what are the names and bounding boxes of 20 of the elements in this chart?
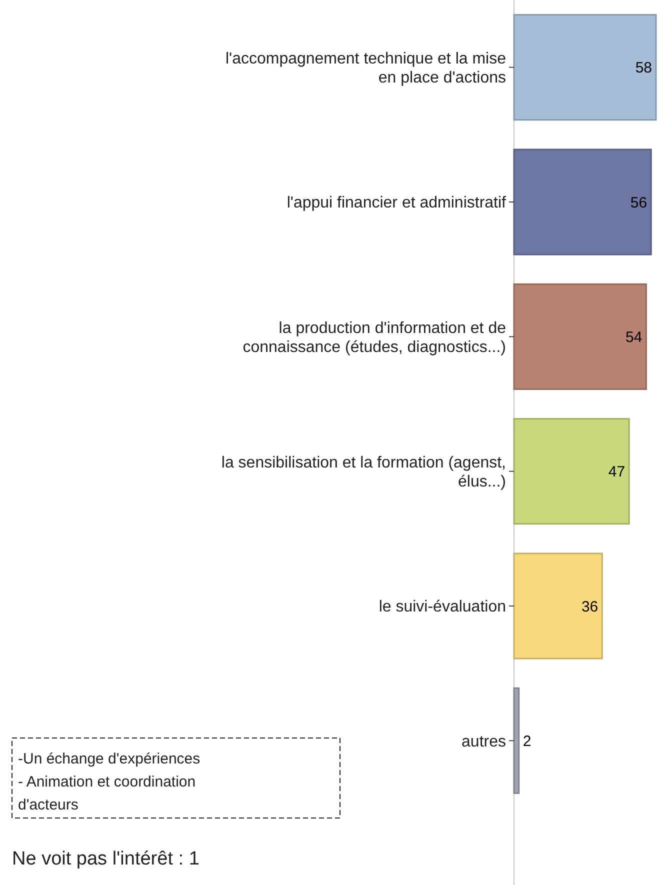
data-label: 36 [581,598,598,616]
data-label: 2 [522,732,532,750]
bar [513,148,652,256]
data-label: 47 [608,464,626,481]
y-tick-label: la sensibilisation et la formation (agenst, élus...) [221,454,506,490]
data-label: 56 [630,194,648,212]
text: Ne voit pas l'intérêt : 1 [12,848,200,870]
text: -Un échange d'expériences - Animation et coordination d'acteurs [18,750,200,814]
bar [513,687,520,794]
bar [513,14,657,121]
y-tick-label: le suivi-évaluation [378,598,506,616]
y-tick-label: la production d'information et de connaissance (études, diagnostics...) [242,320,506,356]
bar [513,283,647,390]
bar [513,552,603,660]
data-label: 54 [626,328,642,346]
bar [513,418,630,525]
data-label: 58 [635,60,652,77]
y-tick-label: l'appui financier et administratif [286,194,507,212]
y-tick-label: autres [462,733,506,750]
y-tick-label: l'accompagnement technique et la mise en place d'actions [225,50,506,86]
